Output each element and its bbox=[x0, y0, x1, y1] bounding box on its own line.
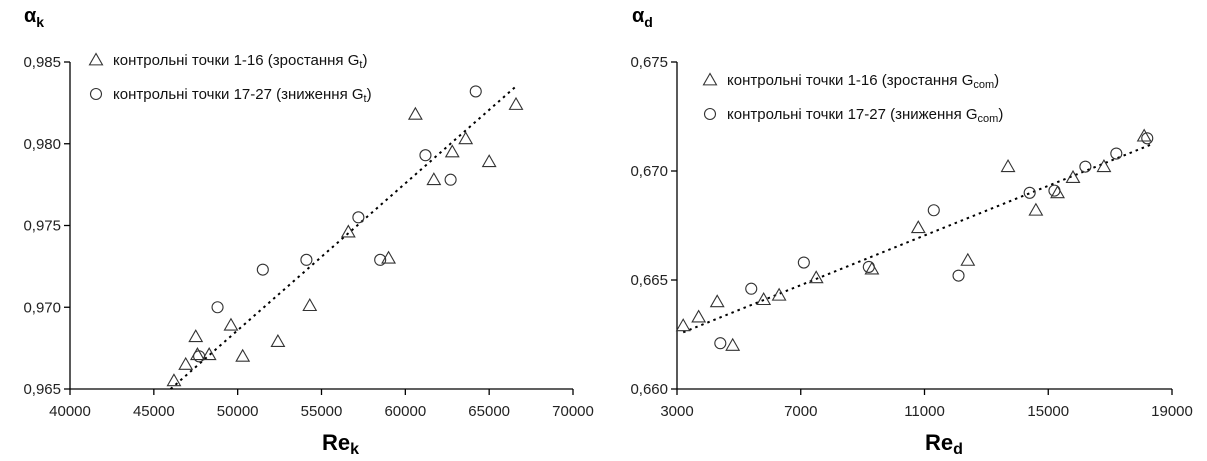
data-point-triangle bbox=[1136, 128, 1152, 142]
y-tick-label: 0,665 bbox=[630, 272, 668, 289]
data-point-circle bbox=[444, 173, 457, 186]
data-point-circle bbox=[211, 301, 224, 314]
y-tick-label: 0,965 bbox=[23, 381, 61, 398]
x-tick-label: 40000 bbox=[49, 403, 91, 420]
data-point-circle bbox=[1023, 186, 1036, 199]
data-point-triangle bbox=[1065, 169, 1081, 183]
y-tick-label: 0,985 bbox=[23, 54, 61, 71]
data-point-triangle bbox=[426, 172, 442, 186]
x-tick-label: 15000 bbox=[1027, 403, 1069, 420]
x-tick-label: 70000 bbox=[552, 403, 594, 420]
data-point-triangle bbox=[444, 144, 460, 158]
data-point-triangle bbox=[709, 294, 725, 308]
data-point-triangle bbox=[178, 356, 194, 370]
data-point-triangle bbox=[1050, 185, 1065, 199]
y-tick-label: 0,975 bbox=[23, 218, 61, 235]
y-tick-label: 0,675 bbox=[630, 54, 668, 71]
data-point-triangle bbox=[223, 317, 239, 331]
data-point-triangle bbox=[910, 220, 926, 234]
data-point-circle bbox=[714, 337, 727, 350]
data-point-triangle bbox=[691, 309, 707, 323]
data-point-triangle bbox=[481, 154, 497, 168]
legend-marker-circle bbox=[89, 87, 103, 101]
data-point-circle bbox=[745, 282, 758, 295]
data-point-circle bbox=[1048, 184, 1061, 197]
y-tick-label: 0,670 bbox=[630, 163, 668, 180]
data-point-triangle bbox=[675, 318, 691, 332]
data-point-circle bbox=[419, 149, 432, 162]
data-point-triangle bbox=[302, 298, 318, 312]
data-point-circle bbox=[927, 204, 940, 217]
series-triangle bbox=[166, 96, 524, 387]
x-tick-label: 60000 bbox=[384, 403, 426, 420]
x-tick-label: 45000 bbox=[133, 403, 175, 420]
data-point-circle bbox=[300, 253, 313, 266]
data-point-circle bbox=[797, 256, 810, 269]
data-point-triangle bbox=[166, 373, 182, 387]
series-triangle bbox=[675, 128, 1152, 351]
data-point-triangle bbox=[960, 252, 976, 266]
data-point-triangle bbox=[381, 250, 397, 264]
legend-label: контрольні точки 1-16 (зростання Gt) bbox=[113, 52, 367, 71]
data-point-triangle bbox=[188, 329, 204, 343]
x-tick-label: 7000 bbox=[784, 403, 817, 420]
x-tick-label: 11000 bbox=[904, 403, 945, 420]
data-point-circle bbox=[193, 350, 206, 363]
data-point-circle bbox=[1079, 160, 1092, 173]
x-tick-label: 55000 bbox=[301, 403, 343, 420]
right-chart: 0,660 0,665 0,670 0,675 3000 7000 11000 15000 19… bbox=[630, 5, 1192, 458]
data-point-triangle bbox=[407, 106, 423, 120]
data-point-triangle bbox=[340, 224, 356, 238]
data-point-circle bbox=[862, 260, 875, 273]
data-point-triangle bbox=[771, 287, 787, 301]
x-tick-label: 50000 bbox=[217, 403, 259, 420]
data-point-circle bbox=[1110, 147, 1123, 160]
data-point-circle bbox=[1141, 132, 1154, 145]
series-circle bbox=[193, 85, 482, 363]
data-point-circle bbox=[469, 85, 482, 98]
series-circle bbox=[714, 132, 1154, 350]
data-point-triangle bbox=[458, 131, 474, 145]
left-chart: 0,965 0,970 0,975 0,980 0,985 40000 45000 50000… bbox=[23, 5, 593, 458]
legend-label: контрольні точки 17-27 (зниження Gt) bbox=[113, 86, 372, 105]
data-point-triangle bbox=[508, 96, 524, 110]
data-point-circle bbox=[374, 253, 387, 266]
data-point-triangle bbox=[235, 348, 251, 362]
data-point-triangle bbox=[756, 292, 772, 306]
x-tick-label: 65000 bbox=[468, 403, 510, 420]
trend-line bbox=[169, 84, 519, 390]
data-point-triangle bbox=[1096, 159, 1112, 173]
x-tick-label: 19000 bbox=[1151, 403, 1193, 420]
y-axis-title: αk bbox=[24, 5, 44, 30]
data-point-triangle bbox=[808, 270, 824, 284]
y-axis-title: αd bbox=[632, 5, 653, 30]
data-point-triangle bbox=[1028, 202, 1044, 216]
data-point-triangle bbox=[189, 347, 205, 361]
y-tick-label: 0,980 bbox=[23, 136, 61, 153]
data-point-circle bbox=[352, 211, 365, 224]
data-point-triangle bbox=[201, 347, 217, 361]
legend-marker-circle bbox=[703, 107, 717, 121]
legend-marker-triangle bbox=[702, 72, 718, 86]
x-axis-title: Red bbox=[925, 430, 963, 458]
y-tick-label: 0,970 bbox=[23, 299, 61, 316]
y-tick-label: 0,660 bbox=[630, 381, 668, 398]
legend-label: контрольні точки 17-27 (зниження Gcom) bbox=[727, 106, 1003, 125]
data-point-circle bbox=[952, 269, 965, 282]
data-point-triangle bbox=[864, 261, 880, 275]
data-point-circle bbox=[256, 263, 269, 276]
legend-marker-triangle bbox=[88, 52, 104, 66]
trend-line bbox=[682, 143, 1151, 334]
data-point-triangle bbox=[1000, 159, 1016, 173]
x-tick-label: 3000 bbox=[660, 403, 693, 420]
legend-label: контрольні точки 1-16 (зростання Gcom) bbox=[727, 72, 999, 91]
x-axis-title: Rek bbox=[322, 430, 359, 458]
data-point-triangle bbox=[725, 337, 741, 351]
data-point-triangle bbox=[270, 333, 286, 348]
